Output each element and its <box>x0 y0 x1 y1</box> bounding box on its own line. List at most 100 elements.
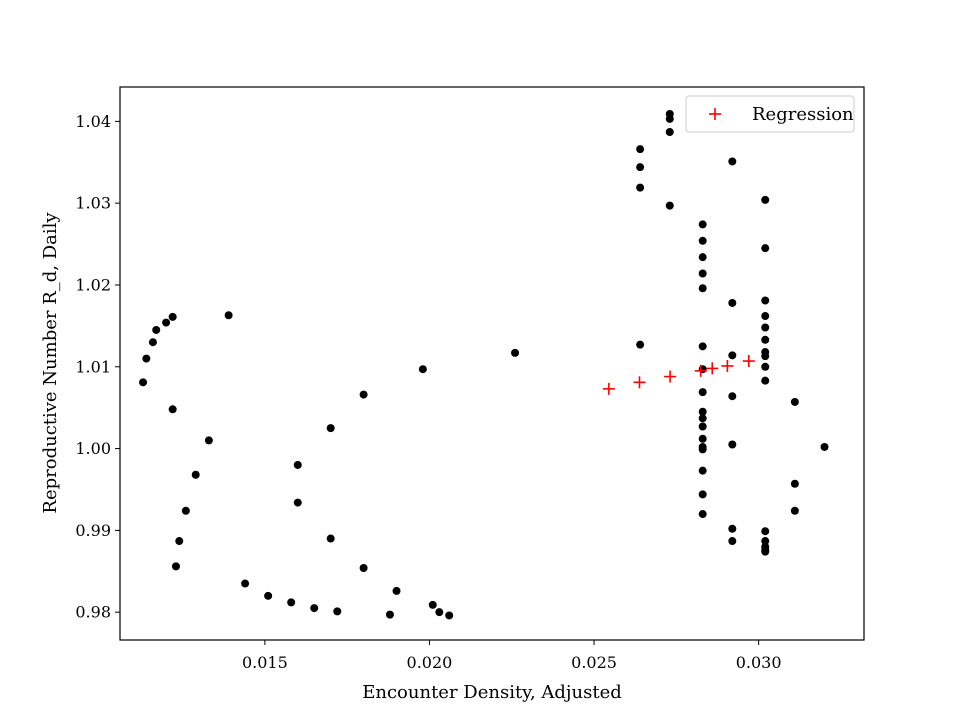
data-point-3 <box>152 325 161 334</box>
x-axis-label: Encounter Density, Adjusted <box>362 682 622 703</box>
data-point-56 <box>728 157 737 166</box>
x-tick-label-2: 0.025 <box>571 653 617 672</box>
legend-marker-plus <box>709 108 721 120</box>
data-point-58 <box>728 351 737 360</box>
data-point-49 <box>698 422 707 431</box>
data-point-53 <box>698 466 707 475</box>
y-tick-label-0: 0.98 <box>75 603 111 622</box>
data-point-65 <box>761 296 770 305</box>
data-point-55 <box>698 510 707 519</box>
data-point-17 <box>293 498 302 507</box>
data-point-7 <box>171 562 180 571</box>
data-point-70 <box>761 352 770 361</box>
data-point-11 <box>204 436 213 445</box>
y-axis: 0.98 0.99 1.00 1.01 1.02 1.03 1.04 <box>75 112 120 622</box>
data-point-80 <box>790 506 799 515</box>
y-tick-label-1: 0.99 <box>75 521 111 540</box>
data-point-9 <box>181 506 190 515</box>
data-point-54 <box>698 490 707 499</box>
data-point-59 <box>728 392 737 401</box>
data-point-8 <box>175 537 184 546</box>
regression-point-6 <box>742 355 755 368</box>
data-point-20 <box>326 534 335 543</box>
plot-frame <box>119 86 865 641</box>
data-point-37 <box>665 127 674 136</box>
legend-label-regression: Regression <box>752 104 854 125</box>
regression-point-2 <box>664 370 677 383</box>
data-point-0 <box>139 378 148 387</box>
y-tick-label-6: 1.04 <box>75 112 111 131</box>
data-point-25 <box>392 586 401 595</box>
data-point-4 <box>162 318 171 327</box>
legend-plus <box>709 108 721 120</box>
x-tick-label-3: 0.030 <box>736 653 782 672</box>
data-marks <box>139 109 829 620</box>
data-point-57 <box>728 298 737 307</box>
data-point-26 <box>418 365 427 374</box>
data-point-33 <box>636 183 645 192</box>
data-point-15 <box>287 598 296 607</box>
data-point-50 <box>698 434 707 443</box>
data-point-44 <box>698 342 707 351</box>
data-point-67 <box>761 323 770 332</box>
legend: Regression <box>685 95 855 133</box>
regression-point-0 <box>602 382 615 395</box>
data-point-12 <box>224 311 233 320</box>
data-point-32 <box>636 163 645 172</box>
x-tick-label-1: 0.020 <box>407 653 453 672</box>
data-point-66 <box>761 312 770 321</box>
data-point-47 <box>698 407 707 416</box>
data-point-5 <box>168 312 177 321</box>
x-axis: 0.015 0.020 0.025 0.030 <box>242 640 782 672</box>
data-point-1 <box>142 354 151 363</box>
y-axis-label: Reproductive Number R_d, Daily <box>40 212 61 514</box>
data-point-71 <box>761 362 770 371</box>
data-point-38 <box>665 201 674 210</box>
data-point-19 <box>326 424 335 433</box>
data-point-36 <box>665 114 674 123</box>
data-point-14 <box>264 591 273 600</box>
data-point-24 <box>385 610 394 619</box>
data-point-73 <box>761 527 770 536</box>
data-point-42 <box>698 269 707 278</box>
regression-point-4 <box>706 362 719 375</box>
data-point-61 <box>728 524 737 533</box>
data-point-21 <box>333 607 342 616</box>
data-point-6 <box>168 405 177 414</box>
data-point-10 <box>191 470 200 479</box>
data-point-62 <box>728 537 737 546</box>
data-point-60 <box>728 440 737 449</box>
data-point-46 <box>698 388 707 397</box>
data-point-52 <box>698 445 707 454</box>
data-point-68 <box>761 335 770 344</box>
data-point-72 <box>761 376 770 385</box>
data-point-28 <box>435 608 444 617</box>
data-point-23 <box>359 564 368 573</box>
data-point-31 <box>636 145 645 154</box>
data-point-63 <box>761 195 770 204</box>
data-point-22 <box>359 390 368 399</box>
data-point-48 <box>698 414 707 423</box>
y-tick-label-5: 1.03 <box>75 194 111 213</box>
legend-box <box>685 95 855 133</box>
data-point-16 <box>293 460 302 469</box>
x-tick-label-0: 0.015 <box>242 653 288 672</box>
data-point-40 <box>698 236 707 245</box>
data-point-43 <box>698 284 707 293</box>
data-point-13 <box>241 579 250 588</box>
data-point-78 <box>790 397 799 406</box>
data-point-41 <box>698 253 707 262</box>
data-point-30 <box>511 348 520 357</box>
y-tick-label-2: 1.00 <box>75 439 111 458</box>
data-point-79 <box>790 479 799 488</box>
regression-point-3 <box>694 364 707 377</box>
data-point-77 <box>761 547 770 556</box>
y-tick-label-4: 1.02 <box>75 275 111 294</box>
data-point-81 <box>820 442 829 451</box>
data-point-29 <box>445 611 454 620</box>
data-point-39 <box>698 220 707 229</box>
data-point-45 <box>698 365 707 374</box>
data-point-74 <box>761 537 770 546</box>
regression-point-1 <box>633 376 646 389</box>
